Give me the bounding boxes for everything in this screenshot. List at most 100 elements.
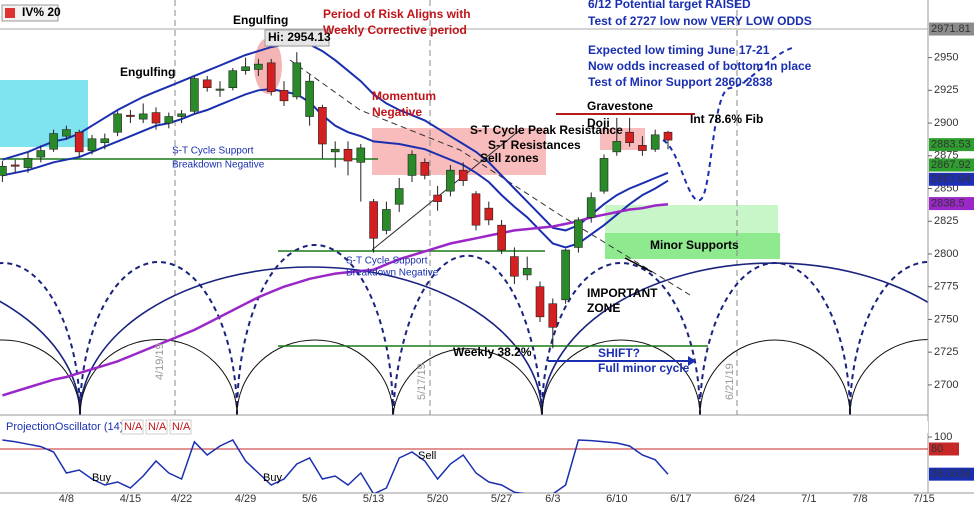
annotation: 4/19/19 bbox=[154, 343, 166, 380]
y-tick-label: 2775 bbox=[934, 281, 958, 293]
candle-body bbox=[190, 78, 199, 112]
candle-body bbox=[382, 209, 391, 231]
trend-line bbox=[371, 129, 521, 251]
annotation: Int 78.6% Fib bbox=[690, 112, 763, 126]
annotation: IV% 20 bbox=[22, 5, 61, 19]
axis-background bbox=[928, 0, 974, 506]
value-label: 2838.5 bbox=[931, 197, 965, 209]
candle-body bbox=[638, 145, 647, 151]
candle-body bbox=[561, 249, 570, 301]
annotation: Now odds increased of bottom in place bbox=[588, 59, 812, 73]
annotation: Minor Supports bbox=[650, 238, 739, 252]
value-label: 2971.81 bbox=[931, 23, 971, 35]
resistance-zone bbox=[372, 128, 546, 175]
annotation: Weekly Corrective period bbox=[323, 23, 467, 37]
candle-body bbox=[497, 224, 506, 251]
panel-title: ProjectionOscillator (14) bbox=[6, 421, 123, 433]
annotation: 6/21/19 bbox=[724, 363, 736, 400]
price-panel bbox=[0, 40, 673, 397]
candle-body bbox=[126, 114, 135, 117]
candle-body bbox=[330, 148, 340, 153]
y-tick-label: 2900 bbox=[934, 117, 958, 129]
annotation: Engulfing bbox=[233, 13, 288, 27]
annotation: Breakdown Negative bbox=[346, 268, 439, 279]
y-tick-label: 2950 bbox=[934, 52, 958, 64]
candle-body bbox=[0, 165, 7, 176]
candle-body bbox=[586, 197, 596, 218]
y-tick-label: 2925 bbox=[934, 84, 958, 96]
candle-body bbox=[522, 268, 532, 276]
annotation: Hi: 2954.13 bbox=[268, 30, 331, 44]
parameter-box bbox=[121, 419, 144, 435]
candle-body bbox=[62, 129, 71, 137]
x-tick-label: 6/17 bbox=[670, 493, 691, 505]
x-tick-label: 7/1 bbox=[801, 493, 816, 505]
candle-body bbox=[164, 116, 174, 124]
moving-average bbox=[2, 202, 669, 397]
candle-body bbox=[574, 219, 583, 248]
candle-body bbox=[433, 194, 442, 202]
annotation: Negative bbox=[372, 105, 422, 119]
candle-body bbox=[74, 131, 84, 153]
candle-body bbox=[650, 134, 660, 150]
annotation: Engulfing bbox=[120, 65, 175, 79]
x-tick-label: 5/13 bbox=[363, 493, 384, 505]
candle-body bbox=[266, 62, 276, 92]
badge bbox=[1, 4, 59, 22]
candle-body bbox=[87, 138, 97, 151]
annotation: SHIFT? bbox=[598, 346, 640, 360]
y-tick-label: 2725 bbox=[934, 346, 958, 358]
annotation: Full minor cycle bbox=[598, 361, 690, 375]
candle-body bbox=[548, 303, 558, 328]
oscillator-panel bbox=[0, 439, 928, 493]
moving-average bbox=[2, 40, 669, 232]
candle-body bbox=[394, 188, 404, 205]
annotation: Doji bbox=[587, 116, 610, 130]
candle-body bbox=[663, 131, 673, 141]
value-box bbox=[929, 467, 974, 481]
candle-body bbox=[343, 148, 353, 162]
x-tick-label: 4/15 bbox=[120, 493, 141, 505]
candle-body bbox=[484, 207, 494, 221]
candle-body bbox=[292, 62, 302, 98]
oscillator-line bbox=[2, 439, 669, 493]
y-tick-label: 2750 bbox=[934, 313, 958, 325]
x-tick-label: 7/15 bbox=[913, 493, 934, 505]
annotation: Breakdown Negative bbox=[172, 160, 265, 171]
candle-body bbox=[100, 138, 110, 143]
candle-body bbox=[625, 131, 634, 143]
x-tick-label: 6/24 bbox=[734, 493, 755, 505]
candle-body bbox=[228, 70, 238, 89]
annotation: Weekly 38.2% bbox=[453, 345, 532, 359]
candle-body bbox=[458, 169, 468, 181]
candle-body bbox=[23, 158, 33, 168]
x-tick-label: 4/29 bbox=[235, 493, 256, 505]
candle-body bbox=[254, 63, 263, 70]
moving-average bbox=[2, 87, 669, 249]
value-box bbox=[929, 197, 974, 211]
annotation: S-T Cycle Support bbox=[346, 256, 428, 267]
candle-body bbox=[471, 193, 481, 226]
candle-body bbox=[420, 162, 430, 176]
annotation: S-T Resistances bbox=[488, 138, 581, 152]
value-label: 2883.53 bbox=[931, 139, 971, 151]
candle-body bbox=[113, 113, 122, 133]
annotation: Momentum bbox=[372, 89, 436, 103]
candle-body bbox=[446, 169, 455, 192]
annotation: Sell zones bbox=[480, 151, 539, 165]
x-tick-label: 4/8 bbox=[59, 493, 74, 505]
x-tick-label: 7/8 bbox=[852, 493, 867, 505]
parameter-box bbox=[169, 419, 192, 435]
annotation: Expected low timing June 17-21 bbox=[588, 43, 770, 57]
candle-body bbox=[318, 107, 327, 145]
y-tick-label: 2700 bbox=[934, 379, 958, 391]
annotation: S-T Cycle Support bbox=[172, 146, 254, 157]
annotation: Test of Minor Support 2860-2838 bbox=[588, 75, 773, 89]
value-box bbox=[929, 138, 974, 152]
candle-body bbox=[49, 133, 58, 150]
shift-arrow-head bbox=[688, 356, 696, 366]
sub-cycle-arcs bbox=[0, 339, 928, 415]
badge-icon bbox=[5, 8, 15, 18]
annotation: Test of 2727 low now VERY LOW ODDS bbox=[588, 14, 812, 28]
